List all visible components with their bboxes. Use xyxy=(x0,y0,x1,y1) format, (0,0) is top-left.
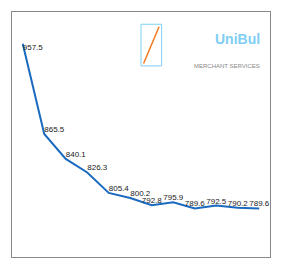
svg-text:865.5: 865.5 xyxy=(44,125,65,134)
svg-text:957.5: 957.5 xyxy=(23,43,44,52)
svg-text:840.1: 840.1 xyxy=(66,150,87,159)
svg-text:800.2: 800.2 xyxy=(130,189,151,198)
svg-text:789.6: 789.6 xyxy=(249,199,270,208)
svg-text:789.6: 789.6 xyxy=(185,199,206,208)
svg-text:792.5: 792.5 xyxy=(206,197,227,206)
svg-text:MERCHANT SERVICES: MERCHANT SERVICES xyxy=(194,63,260,69)
svg-text:805.4: 805.4 xyxy=(109,184,130,193)
svg-text:790.2: 790.2 xyxy=(228,199,249,208)
svg-text:826.3: 826.3 xyxy=(87,163,108,172)
svg-text:792.8: 792.8 xyxy=(142,196,163,205)
svg-text:UniBul: UniBul xyxy=(215,31,260,47)
svg-text:795.9: 795.9 xyxy=(163,193,184,202)
